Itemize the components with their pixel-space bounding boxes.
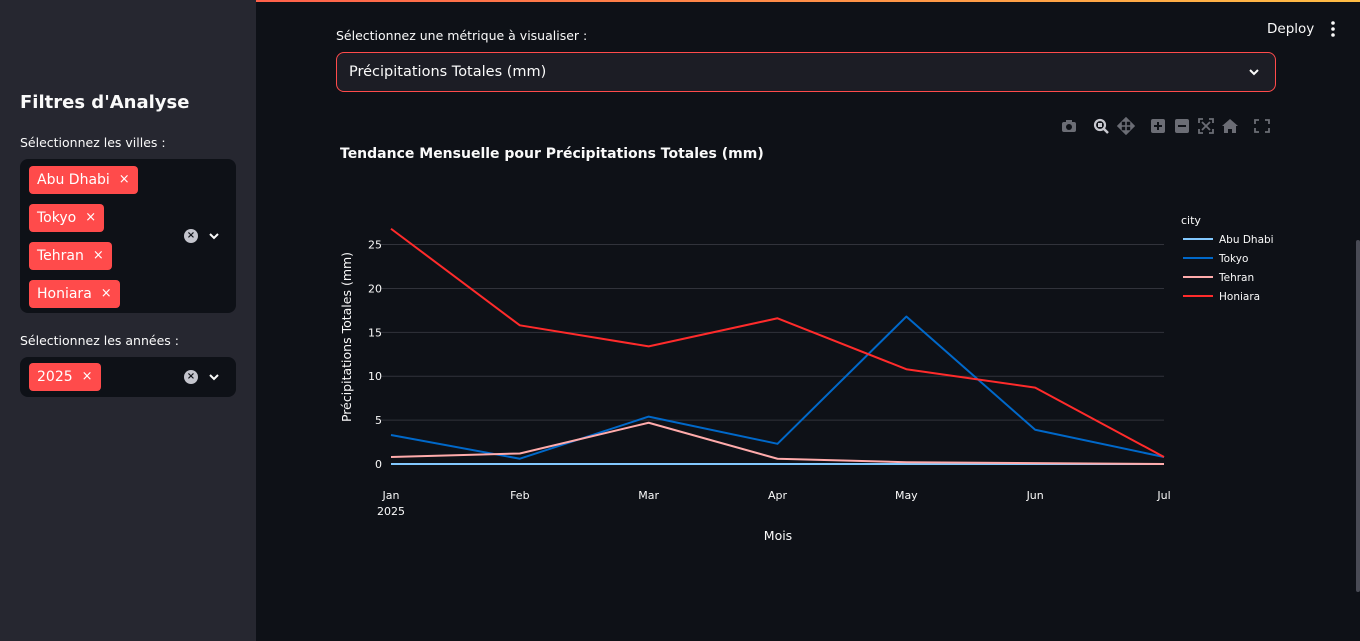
cities-label: Sélectionnez les villes :	[20, 135, 166, 150]
remove-tag-icon[interactable]: ×	[92, 248, 104, 263]
legend-item-label: Abu Dhabi	[1219, 234, 1274, 246]
remove-tag-icon[interactable]: ×	[85, 210, 97, 225]
metric-select-value: Précipitations Totales (mm)	[349, 64, 547, 80]
legend-item-label: Honiara	[1219, 291, 1260, 303]
clear-cities-icon[interactable]: ×	[184, 229, 198, 243]
chevron-down-icon	[1249, 69, 1259, 76]
years-multiselect[interactable]: 2025 × ×	[20, 357, 236, 397]
city-tag-label: Honiara	[37, 286, 92, 302]
legend-item-label: Tokyo	[1218, 253, 1248, 265]
x-axis-label: Mois	[764, 528, 792, 543]
remove-tag-icon[interactable]: ×	[118, 172, 130, 187]
series-line-tehran	[390, 421, 1165, 465]
zoom-out-icon[interactable]	[1175, 119, 1189, 133]
x-tick-label: Feb	[510, 489, 529, 502]
metric-label: Sélectionnez une métrique à visualiser :	[336, 28, 588, 43]
city-tag-label: Tokyo	[37, 210, 77, 226]
chart-title: Tendance Mensuelle pour Précipitations T…	[340, 146, 764, 162]
sidebar-title: Filtres d'Analyse	[20, 92, 190, 113]
y-axis-label: Précipitations Totales (mm)	[339, 252, 354, 422]
top-decoration	[0, 0, 1360, 2]
x-tick-label: Jul	[1156, 489, 1170, 502]
years-label: Sélectionnez les années :	[20, 333, 179, 348]
y-tick-label: 5	[375, 414, 382, 427]
cities-multiselect[interactable]: Abu Dhabi × Tokyo × Tehran × Honiara × ×	[20, 159, 236, 313]
y-tick-label: 25	[368, 239, 382, 252]
y-tick-label: 20	[368, 282, 382, 295]
x-axis-ticks: Jan Feb Mar Apr May Jun Jul 2025	[377, 489, 1171, 518]
x-tick-label: Jan	[382, 489, 400, 502]
clear-years-icon[interactable]: ×	[184, 370, 198, 384]
fullscreen-icon[interactable]	[1254, 119, 1270, 133]
pan-icon[interactable]	[1116, 117, 1136, 135]
city-tag[interactable]: Honiara ×	[29, 280, 120, 308]
camera-icon[interactable]	[1062, 120, 1076, 132]
zoom-in-icon[interactable]	[1151, 119, 1165, 133]
more-options-icon[interactable]	[1327, 20, 1339, 38]
x-tick-label: Apr	[768, 489, 788, 502]
series-line-tokyo	[390, 315, 1165, 460]
page-scrollbar[interactable]	[1356, 240, 1360, 592]
chart-modebar	[1062, 117, 1270, 135]
y-tick-label: 0	[375, 458, 382, 471]
line-chart: Tendance Mensuelle pour Précipitations T…	[339, 146, 1274, 543]
remove-tag-icon[interactable]: ×	[100, 286, 112, 301]
x-tick-year-label: 2025	[377, 505, 405, 518]
year-tag-label: 2025	[37, 369, 73, 385]
sidebar: Filtres d'Analyse Sélectionnez les ville…	[0, 0, 256, 641]
y-tick-label: 10	[368, 370, 382, 383]
legend-title: city	[1181, 214, 1201, 227]
deploy-button[interactable]: Deploy	[1267, 21, 1315, 37]
city-tag-label: Tehran	[37, 248, 84, 264]
y-tick-label: 15	[368, 326, 382, 339]
city-tag[interactable]: Tokyo ×	[29, 204, 105, 232]
x-tick-label: Jun	[1026, 489, 1044, 502]
chevron-down-icon[interactable]	[207, 370, 221, 384]
year-tag[interactable]: 2025 ×	[29, 363, 101, 391]
series-line-honiara	[390, 227, 1165, 458]
city-tag-label: Abu Dhabi	[37, 172, 110, 188]
metric-select[interactable]: Précipitations Totales (mm)	[336, 52, 1276, 92]
zoom-icon[interactable]	[1093, 118, 1109, 134]
chart-grid	[381, 244, 1164, 421]
chart-series	[390, 227, 1165, 465]
y-axis-ticks: 0 5 10 15 20 25	[368, 239, 382, 471]
legend-item-label: Tehran	[1218, 272, 1254, 284]
city-tag[interactable]: Abu Dhabi ×	[29, 166, 138, 194]
city-tag[interactable]: Tehran ×	[29, 242, 112, 270]
remove-tag-icon[interactable]: ×	[81, 369, 93, 384]
autoscale-icon[interactable]	[1198, 118, 1214, 134]
home-icon[interactable]	[1222, 119, 1238, 133]
x-tick-label: Mar	[638, 489, 659, 502]
chart-legend: city Abu Dhabi Tokyo Tehran Honiara	[1181, 214, 1274, 303]
chevron-down-icon[interactable]	[207, 229, 221, 243]
x-tick-label: May	[895, 489, 918, 502]
